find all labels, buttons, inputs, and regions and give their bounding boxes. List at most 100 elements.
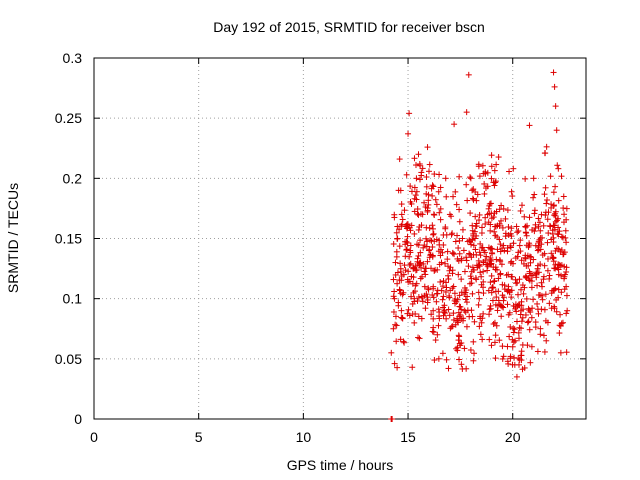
data-point [543,143,550,150]
data-point [508,188,515,195]
data-point [552,265,559,272]
data-point [467,273,474,280]
data-point [453,201,460,208]
data-point [423,183,430,190]
data-point [457,342,464,349]
data-point [528,284,535,291]
data-point [476,295,483,302]
data-point [551,226,558,233]
data-point [476,217,483,224]
data-point [468,241,475,248]
data-point [417,249,424,256]
data-point [452,188,459,195]
chart-title: Day 192 of 2015, SRMTID for receiver bsc… [213,19,485,35]
x-tick-labels: 0 5 10 15 20 [90,429,521,445]
data-point [531,228,538,235]
data-point [411,288,418,295]
x-tick-label: 15 [400,429,416,445]
data-point [476,261,483,268]
data-point [430,231,437,238]
data-point [504,301,511,308]
data-point [467,174,474,181]
data-point [439,350,446,357]
data-point [535,215,542,222]
data-point [547,173,554,180]
data-point [555,197,562,204]
data-point [536,239,543,246]
data-point [534,300,541,307]
data-point [514,253,521,260]
data-point [409,300,416,307]
data-point [514,302,521,309]
data-point [466,250,473,257]
data-point [467,251,474,258]
data-point [463,109,470,116]
data-point [486,311,493,318]
data-point [550,69,557,76]
data-point [398,201,405,208]
data-point [495,275,502,282]
data-point [454,232,461,239]
data-point [537,331,544,338]
data-point [412,282,419,289]
data-point [417,237,424,244]
data-point [454,296,461,303]
data-point [396,276,403,283]
data-point [476,173,483,180]
data-point [480,310,487,317]
data-point [522,273,529,280]
data-point [507,244,514,251]
data-point [411,230,418,237]
data-point [458,361,465,368]
data-point [463,254,470,261]
data-point [407,242,414,249]
data-point [490,278,497,285]
data-point [475,262,482,269]
data-point [540,222,547,229]
data-point [515,249,522,256]
data-point [470,338,477,345]
data-point [558,262,565,269]
data-point [392,313,399,320]
data-point [416,160,423,167]
data-point [534,247,541,254]
data-point [436,209,443,216]
data-point [553,127,560,134]
data-point [532,224,539,231]
data-point [561,275,568,282]
data-point [398,273,405,280]
data-point [492,332,499,339]
y-tick-label: 0.05 [55,351,82,367]
data-point [555,266,562,273]
data-point [491,319,498,326]
data-point [440,241,447,248]
data-point [469,264,476,271]
data-point [493,161,500,168]
data-point [421,268,428,275]
data-point [476,211,483,218]
data-point [494,307,501,314]
data-point [499,224,506,231]
data-point [544,267,551,274]
y-axis-label: SRMTID / TECUs [5,183,21,293]
data-point [554,162,561,169]
data-point [484,267,491,274]
data-point [449,230,456,237]
data-point [563,264,570,271]
data-point [490,179,497,186]
data-point [560,205,567,212]
data-point [463,365,470,372]
data-point [414,297,421,304]
data-point [556,330,563,337]
data-point [563,205,570,212]
data-point [541,262,548,269]
data-point [407,260,414,267]
data-point [436,171,443,178]
data-point [535,223,542,230]
data-point [468,268,475,275]
data-point [557,323,564,330]
data-point [515,291,522,298]
y-tick-label: 0.1 [63,291,83,307]
data-point [430,307,437,314]
